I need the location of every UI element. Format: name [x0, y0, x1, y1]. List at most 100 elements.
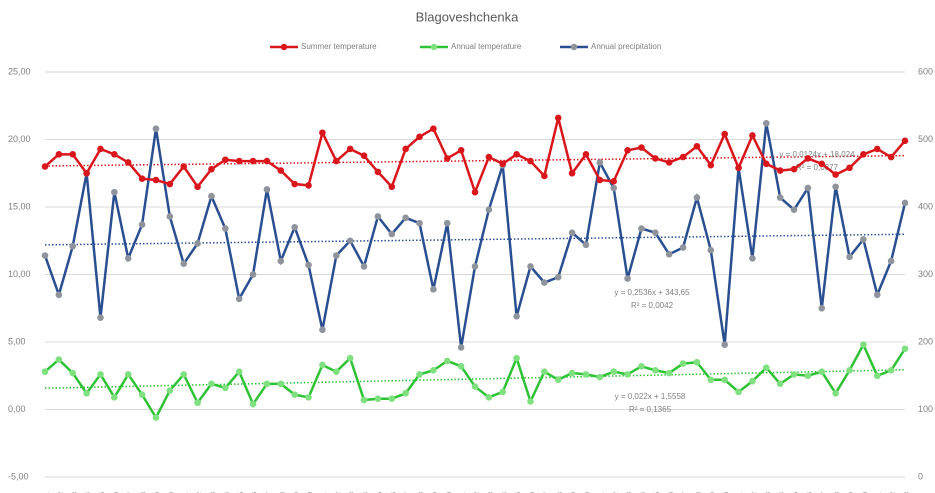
x-tick-label: 1993	[488, 491, 494, 493]
data-point	[596, 373, 604, 381]
data-point	[887, 153, 895, 161]
data-point	[55, 356, 63, 363]
x-tick-label: 2021	[877, 491, 883, 493]
x-tick-label: 2008	[697, 491, 703, 493]
data-point	[69, 242, 77, 250]
data-point	[235, 368, 243, 376]
data-point	[416, 371, 423, 378]
data-point	[332, 368, 340, 376]
x-tick-label: 1997	[544, 491, 550, 493]
data-point	[679, 360, 687, 367]
x-tick-label: 1982	[336, 491, 342, 493]
data-point	[693, 358, 701, 366]
x-tick-label: 1974	[225, 491, 231, 493]
y2-tick-label: 600	[918, 66, 933, 76]
data-point	[721, 376, 728, 384]
data-point	[430, 286, 437, 293]
data-point	[208, 380, 215, 388]
data-point	[319, 326, 326, 334]
data-point	[610, 178, 618, 185]
x-tick-label: 1981	[322, 491, 328, 493]
data-point	[873, 145, 881, 153]
data-point	[568, 369, 576, 377]
data-point	[485, 153, 493, 161]
data-point	[346, 145, 354, 153]
x-tick-label: 2019	[849, 491, 855, 493]
data-point	[832, 183, 839, 191]
x-tick-label: 2001	[599, 491, 605, 493]
x-tick-label: 2017	[821, 491, 827, 493]
x-tick-label: 2004	[641, 491, 647, 493]
data-point	[374, 213, 382, 220]
x-tick-label: 1999	[572, 491, 578, 493]
legend-marker	[280, 43, 288, 51]
data-point	[138, 175, 146, 182]
x-tick-label: 1994	[502, 491, 508, 493]
y-tick-label: -5,00	[8, 471, 29, 481]
x-tick-label: 1975	[239, 491, 245, 493]
data-point	[846, 253, 853, 261]
data-point	[111, 188, 118, 196]
x-tick-label: 2012	[752, 491, 758, 493]
data-point	[180, 163, 188, 170]
y2-tick-label: 500	[918, 134, 933, 144]
data-point	[873, 291, 881, 299]
data-point	[319, 129, 326, 137]
data-point	[41, 252, 49, 259]
data-point	[707, 376, 715, 384]
trend-r2: R² = 0,1365	[629, 405, 672, 414]
data-point	[124, 159, 132, 166]
legend-marker	[430, 43, 438, 51]
data-point	[652, 155, 659, 162]
data-point	[277, 167, 285, 174]
data-point	[471, 263, 479, 270]
data-point	[887, 257, 895, 265]
data-point	[388, 230, 396, 238]
data-point	[582, 151, 590, 158]
data-point	[55, 151, 63, 158]
x-tick-label: 1991	[461, 491, 467, 493]
y-tick-label: 0,00	[8, 404, 26, 414]
x-tick-label: 1980	[308, 491, 314, 493]
data-point	[707, 161, 715, 169]
data-point	[860, 151, 867, 158]
data-point	[291, 391, 298, 398]
series-line	[43, 123, 907, 348]
data-point	[235, 157, 243, 165]
data-point	[124, 254, 132, 262]
data-point	[208, 165, 215, 173]
data-point	[499, 160, 507, 168]
y2-tick-label: 100	[918, 404, 933, 414]
data-point	[804, 155, 812, 162]
data-point	[804, 184, 812, 192]
data-point	[541, 172, 548, 180]
data-point	[638, 144, 645, 151]
data-point	[41, 163, 49, 170]
data-point	[402, 145, 409, 153]
data-point	[194, 399, 201, 407]
x-tick-label: 2022	[891, 491, 897, 493]
chart-title: Blagoveshchenka	[416, 9, 519, 24]
data-point	[846, 164, 853, 172]
data-point	[152, 414, 160, 421]
data-point	[249, 271, 257, 278]
data-point	[374, 168, 382, 176]
data-point	[457, 344, 465, 351]
x-tick-label: 1964	[86, 491, 92, 493]
data-point	[860, 341, 867, 349]
data-point	[527, 157, 534, 165]
data-point	[513, 151, 520, 158]
data-point	[263, 380, 271, 388]
data-point	[277, 380, 285, 388]
data-point	[360, 396, 368, 404]
data-point	[111, 394, 118, 401]
x-tick-label: 2013	[766, 491, 772, 493]
x-tick-label: 1967	[128, 491, 134, 493]
x-tick-label: 1977	[267, 491, 273, 493]
data-point	[790, 206, 798, 213]
data-point	[305, 394, 312, 401]
x-tick-label: 1978	[280, 491, 286, 493]
data-point	[624, 275, 631, 282]
x-tick-label: 2014	[780, 491, 786, 493]
